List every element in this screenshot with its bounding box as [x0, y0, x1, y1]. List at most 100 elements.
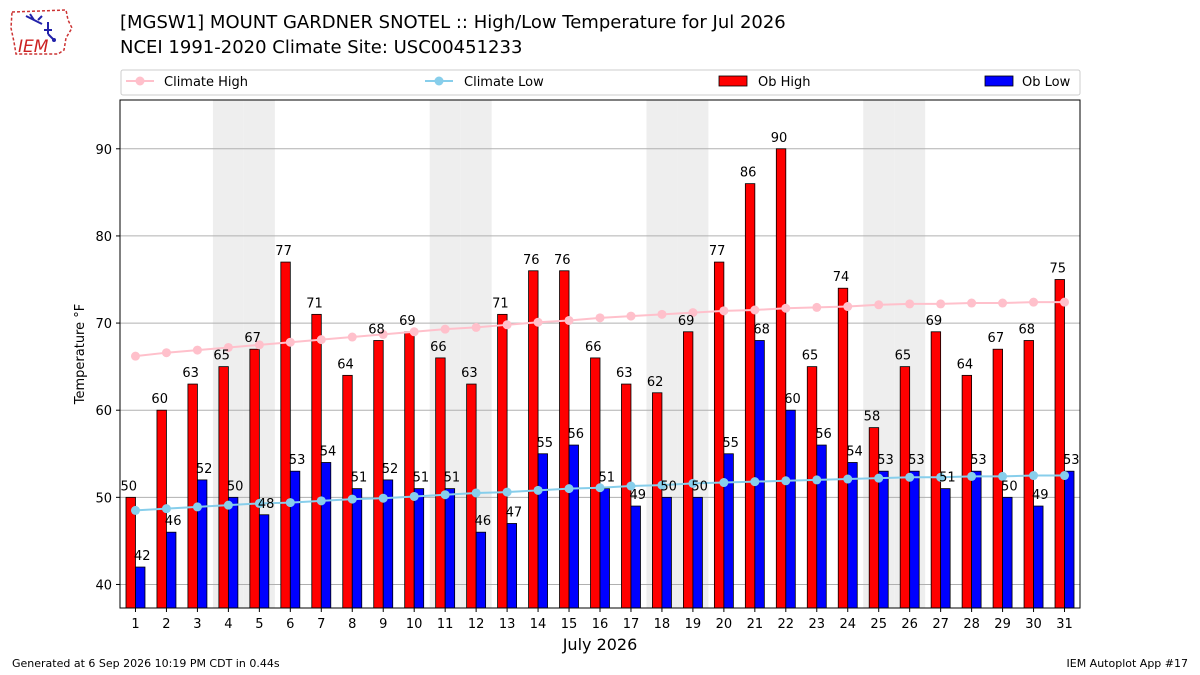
label-ob-low-19: 50	[691, 479, 708, 494]
footer-generated: Generated at 6 Sep 2026 10:19 PM CDT in …	[12, 657, 280, 670]
point-climate-high-15	[564, 315, 574, 325]
point-climate-low-25	[874, 473, 884, 483]
label-ob-low-11: 51	[444, 471, 461, 486]
bar-ob-high-21	[744, 183, 756, 609]
point-climate-low-10	[409, 491, 419, 501]
label-ob-high-10: 69	[399, 314, 416, 329]
point-climate-high-19	[688, 308, 698, 318]
point-climate-low-17	[626, 481, 636, 491]
legend-box	[120, 69, 1081, 96]
label-ob-high-26: 65	[895, 349, 912, 364]
label-ob-high-29: 67	[988, 331, 1005, 346]
label-ob-low-14: 55	[537, 436, 554, 451]
bar-ob-high-18	[652, 392, 663, 609]
point-climate-low-11	[440, 490, 450, 500]
point-climate-low-8	[347, 494, 357, 504]
x-tick-label-8: 8	[348, 617, 356, 632]
bar-ob-low-11	[444, 488, 456, 609]
label-ob-high-15: 76	[554, 253, 571, 268]
label-ob-high-5: 67	[244, 331, 261, 346]
bar-ob-low-30	[1033, 505, 1044, 609]
x-tick-label-26: 26	[901, 617, 918, 632]
point-climate-low-14	[533, 485, 543, 495]
bar-ob-low-29	[1002, 496, 1013, 609]
point-climate-high-1	[130, 351, 140, 361]
legend: Climate High Climate Low Ob High Ob Low	[120, 69, 1081, 96]
iem-logo: IEM	[10, 9, 73, 57]
label-ob-high-1: 50	[120, 479, 137, 494]
label-ob-low-29: 50	[1001, 479, 1018, 494]
label-ob-high-8: 64	[337, 357, 354, 372]
label-ob-low-27: 51	[939, 471, 956, 486]
label-ob-high-6: 77	[275, 244, 292, 259]
x-tick-label-6: 6	[286, 617, 294, 632]
point-climate-high-25	[874, 300, 884, 310]
label-ob-high-16: 66	[585, 340, 602, 355]
label-ob-low-28: 53	[970, 453, 987, 468]
x-tick-label-22: 22	[778, 617, 795, 632]
label-ob-low-23: 56	[815, 427, 832, 442]
label-ob-high-23: 65	[802, 349, 819, 364]
label-ob-high-31: 75	[1049, 261, 1066, 276]
label-ob-low-20: 55	[722, 436, 739, 451]
point-climate-high-30	[1029, 297, 1039, 307]
point-climate-low-7	[316, 496, 326, 506]
weather-station-icon	[25, 13, 55, 41]
x-tick-label-24: 24	[839, 617, 856, 632]
label-ob-high-7: 71	[306, 296, 323, 311]
bar-ob-high-22	[775, 148, 787, 609]
y-tick-label-70: 70	[95, 317, 112, 332]
point-climate-high-12	[471, 322, 481, 332]
legend-label-climate-high: Climate High	[164, 75, 248, 90]
x-tick-label-10: 10	[406, 617, 423, 632]
chart-subtitle: NCEI 1991-2020 Climate Site: USC00451233	[120, 37, 523, 58]
bar-ob-high-19	[683, 331, 694, 609]
y-tick-label-80: 80	[95, 230, 112, 245]
x-tick-label-5: 5	[255, 617, 263, 632]
y-tick-label-90: 90	[95, 143, 112, 158]
bar-ob-low-22	[785, 409, 796, 609]
bar-ob-low-16	[599, 488, 610, 609]
bar-ob-low-21	[754, 340, 765, 609]
point-climate-high-8	[347, 332, 357, 342]
bar-ob-high-8	[342, 374, 353, 609]
label-ob-low-3: 52	[196, 462, 213, 477]
point-climate-low-23	[812, 475, 822, 485]
bar-ob-high-5	[249, 348, 260, 609]
point-climate-low-12	[471, 488, 481, 498]
point-climate-high-7	[316, 335, 326, 345]
label-ob-low-9: 52	[382, 462, 399, 477]
x-tick-label-28: 28	[963, 617, 980, 632]
y-axis-label: Temperature °F	[73, 304, 88, 405]
bar-ob-high-7	[311, 313, 322, 609]
x-tick-label-25: 25	[870, 617, 887, 632]
bar-ob-low-28	[971, 470, 982, 609]
label-ob-low-22: 60	[784, 392, 801, 407]
point-climate-low-2	[161, 504, 171, 514]
point-climate-high-3	[192, 345, 202, 355]
bar-ob-low-25	[878, 470, 889, 609]
label-ob-high-27: 69	[926, 314, 943, 329]
label-ob-high-19: 69	[678, 314, 695, 329]
x-tick-label-19: 19	[685, 617, 702, 632]
x-tick-label-17: 17	[623, 617, 640, 632]
label-ob-low-16: 51	[598, 471, 615, 486]
x-tick-label-14: 14	[530, 617, 547, 632]
x-tick-label-29: 29	[994, 617, 1011, 632]
point-climate-low-18	[657, 480, 667, 490]
label-ob-low-18: 50	[660, 479, 677, 494]
label-ob-high-12: 63	[461, 366, 478, 381]
bar-ob-high-3	[187, 383, 198, 609]
label-ob-low-26: 53	[908, 453, 925, 468]
x-tick-label-1: 1	[131, 617, 139, 632]
legend-item-climate-high: Climate High	[126, 75, 248, 90]
point-climate-low-20	[719, 478, 729, 488]
point-climate-high-4	[223, 342, 233, 352]
x-tick-label-7: 7	[317, 617, 325, 632]
x-tick-label-3: 3	[193, 617, 201, 632]
bar-ob-low-24	[847, 462, 858, 609]
iowa-outline-icon	[10, 9, 73, 55]
point-climate-high-5	[254, 340, 264, 350]
label-ob-low-15: 56	[568, 427, 585, 442]
point-climate-high-21	[750, 305, 760, 315]
